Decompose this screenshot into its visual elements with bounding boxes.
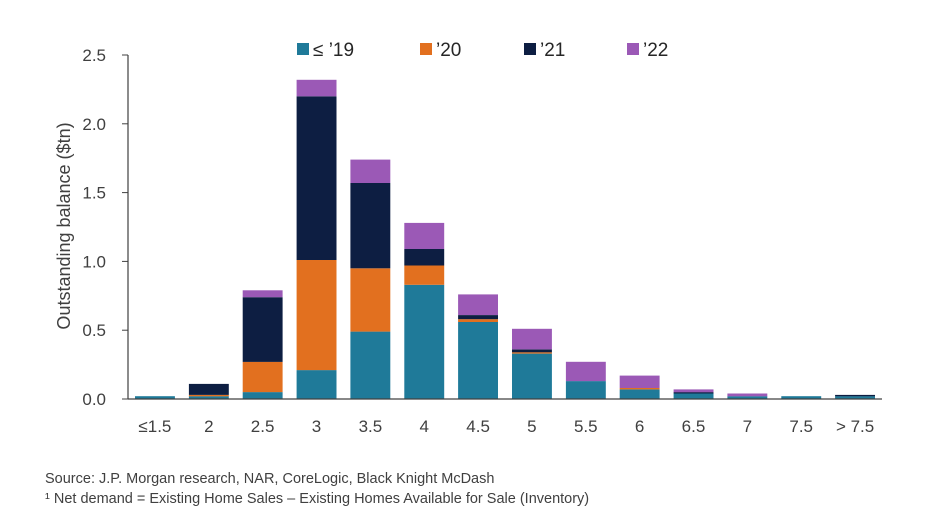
bar-segment-4-cat-7 — [458, 294, 498, 315]
legend-label: ≤ ’19 — [313, 40, 354, 61]
x-tick-label: 4 — [419, 417, 428, 436]
bars-group — [135, 79, 875, 399]
bar-segment-4-cat-5 — [350, 159, 391, 183]
x-tick-label: 4.5 — [466, 417, 490, 436]
bar-segment-1-cat-14 — [835, 396, 875, 399]
x-tick-label: 2.5 — [251, 417, 275, 436]
bar-segment-2-cat-6 — [404, 265, 445, 285]
bar-segment-3-cat-3 — [242, 297, 283, 362]
legend: ≤ ’19 ’20 ’21 ’22 — [297, 40, 668, 61]
x-tick-label: 6.5 — [682, 417, 706, 436]
bar-segment-1-cat-1 — [135, 396, 175, 399]
bar-segment-1-cat-8 — [512, 353, 552, 399]
x-tick-label: 3.5 — [359, 417, 383, 436]
bar-segment-1-cat-13 — [781, 396, 822, 399]
bar-segment-1-cat-4 — [296, 370, 337, 399]
legend-swatch — [420, 43, 432, 55]
x-tick-label: 7 — [743, 417, 752, 436]
bar-segment-2-cat-5 — [350, 268, 391, 332]
legend-swatch — [627, 43, 639, 55]
x-tick-label: 7.5 — [789, 417, 813, 436]
bar-segment-4-cat-11 — [673, 389, 714, 393]
bar-segment-1-cat-3 — [242, 392, 283, 399]
x-tick-label: 2 — [204, 417, 213, 436]
y-tick-label: 1.0 — [82, 252, 106, 271]
bar-segment-3-cat-11 — [673, 392, 714, 394]
bar-segment-3-cat-5 — [350, 183, 391, 269]
bar-segment-3-cat-6 — [404, 249, 445, 266]
bar-segment-3-cat-8 — [512, 349, 552, 353]
y-tick-label: 1.5 — [82, 184, 106, 203]
bar-segment-4-cat-10 — [619, 375, 660, 388]
bar-segment-4-cat-6 — [404, 222, 445, 249]
bar-segment-3-cat-4 — [296, 96, 337, 260]
bar-segment-3-cat-2 — [188, 383, 229, 395]
bar-segment-3-cat-7 — [458, 315, 498, 320]
bar-segment-4-cat-8 — [512, 328, 552, 350]
bar-segment-1-cat-9 — [565, 381, 606, 399]
bar-segment-2-cat-8 — [512, 352, 552, 354]
y-tick-label: 0.0 — [82, 390, 106, 409]
bar-segment-1-cat-2 — [188, 396, 229, 399]
x-tick-label: 3 — [312, 417, 321, 436]
x-tick-label: 5 — [527, 417, 536, 436]
legend-label: ’21 — [540, 40, 565, 61]
bar-segment-2-cat-3 — [242, 361, 283, 393]
y-tick-label: 2.0 — [82, 115, 106, 134]
x-axis-ticks: ≤1.5 2 2.5 3 3.5 4 4.5 5 5.5 6 6.5 7 7.5 > 7.5 — [138, 417, 874, 436]
y-axis-ticks: 0.0 0.5 1.0 1.5 2.0 2.5 — [82, 46, 128, 409]
bar-segment-3-cat-14 — [835, 394, 875, 397]
bar-segment-1-cat-7 — [458, 321, 498, 399]
legend-swatch — [524, 43, 536, 55]
legend-label: ’22 — [643, 40, 668, 61]
bar-segment-4-cat-4 — [296, 79, 337, 97]
y-axis-title: Outstanding balance ($tn) — [54, 122, 74, 329]
bar-segment-2-cat-10 — [619, 388, 660, 390]
bar-segment-1-cat-5 — [350, 331, 391, 399]
x-tick-label: 6 — [635, 417, 644, 436]
x-tick-label: > 7.5 — [836, 417, 874, 436]
bar-segment-1-cat-12 — [727, 396, 768, 399]
bar-segment-2-cat-2 — [188, 394, 229, 397]
stacked-bar-chart: 0.0 0.5 1.0 1.5 2.0 2.5 ≤1.5 2 2.5 3 3.5 4 4.5 5 5.5 6… — [54, 40, 882, 436]
footnote: ¹ Net demand = Existing Home Sales – Exi… — [45, 491, 590, 507]
x-tick-label: ≤1.5 — [138, 417, 171, 436]
bar-segment-2-cat-7 — [458, 319, 498, 322]
source-note: Source: J.P. Morgan research, NAR, CoreL… — [45, 471, 495, 487]
y-tick-label: 0.5 — [82, 321, 106, 340]
bar-segment-4-cat-3 — [242, 290, 283, 298]
axes — [127, 55, 882, 400]
bar-segment-1-cat-11 — [673, 393, 714, 399]
bar-segment-2-cat-4 — [296, 260, 337, 371]
y-tick-label: 2.5 — [82, 46, 106, 65]
bar-segment-1-cat-6 — [404, 284, 445, 399]
legend-swatch — [297, 43, 309, 55]
legend-label: ’20 — [436, 40, 461, 61]
x-tick-label: 5.5 — [574, 417, 598, 436]
bar-segment-4-cat-12 — [727, 393, 768, 397]
bar-segment-4-cat-9 — [565, 361, 606, 382]
bar-segment-1-cat-10 — [619, 389, 660, 399]
